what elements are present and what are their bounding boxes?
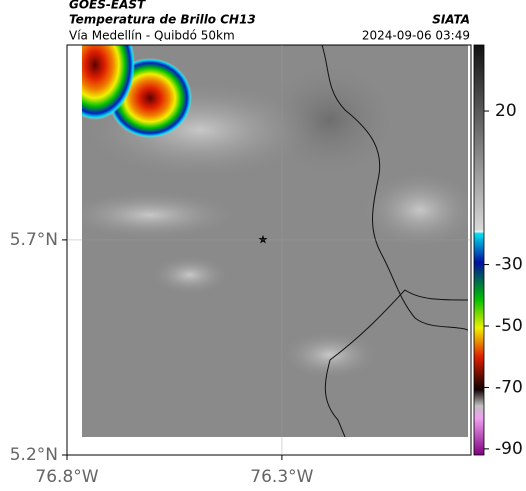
colorbar — [473, 44, 485, 456]
location-marker: ★ — [258, 233, 269, 247]
datetime: 2024-09-06 03:49 — [362, 29, 470, 43]
colorbar-tick-label: 20 — [495, 101, 517, 121]
satellite-image — [82, 45, 468, 437]
colorbar-tick-label: -50 — [495, 316, 523, 336]
colorbar-tick-label: -90 — [495, 439, 523, 459]
map-frame — [66, 44, 472, 456]
colorbar-tick-label: -30 — [495, 255, 523, 275]
colorbar-tick-label: -70 — [495, 377, 523, 397]
y-tick-label: 5.2°N — [10, 445, 58, 465]
x-tick-label: 76.8°W — [35, 467, 98, 487]
brand: SIATA — [432, 13, 470, 27]
x-tick-label: 76.3°W — [250, 467, 313, 487]
source: GOES-EAST — [69, 0, 146, 12]
title: Temperatura de Brillo CH13 — [69, 13, 256, 27]
subtitle: Vía Medellín - Quibdó 50km — [69, 29, 235, 43]
y-tick-label: 5.7°N — [10, 230, 58, 250]
